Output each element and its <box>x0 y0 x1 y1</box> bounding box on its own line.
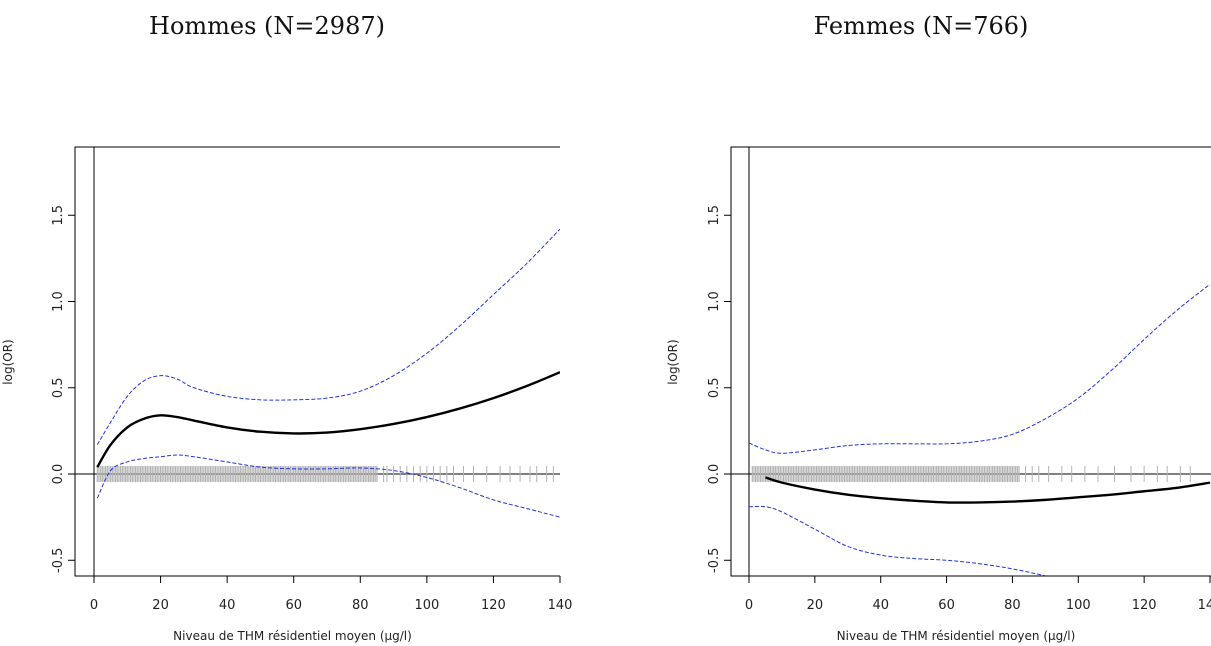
y-axis-label: log(OR) <box>1 339 15 384</box>
x-tick-label: 20 <box>152 598 169 613</box>
x-tick-label: 100 <box>414 598 439 613</box>
chart-panel-1: 0 20 40 60 80 100 120 140 -0.5 0.0 0.5 1.0 1.5 Niveau… <box>666 146 1211 643</box>
series-upper-line <box>96 228 560 445</box>
y-tick-label: 1.5 <box>51 205 66 226</box>
x-tick-label: 20 <box>807 598 824 613</box>
series-lower-line <box>96 454 560 518</box>
y-tick-label: 1.5 <box>707 205 722 226</box>
x-tick-label: 140 <box>1198 598 1211 613</box>
x-tick-label: 0 <box>90 598 98 613</box>
chart-title-femmes: Femmes (N=766) <box>813 12 1029 40</box>
chart-title-hommes: Hommes (N=2987) <box>149 12 385 40</box>
y-tick-label: 0.5 <box>707 377 722 398</box>
y-tick-label: 0.0 <box>707 464 722 485</box>
rug-marks <box>751 466 1191 482</box>
x-tick-label: 80 <box>1004 598 1021 613</box>
plot-frame <box>74 146 560 577</box>
chart-panel-0: 0 20 40 60 80 100 120 140 -0.5 0.0 0.5 1.0 1.5 Niveau… <box>1 146 573 643</box>
y-tick-label: 0.5 <box>51 377 66 398</box>
x-tick-label: 120 <box>481 598 506 613</box>
x-tick-label: 60 <box>285 598 302 613</box>
series-group <box>96 228 560 518</box>
x-tick-label: 0 <box>745 598 753 613</box>
plot-frame <box>730 146 1211 577</box>
x-tick-label: 60 <box>938 598 955 613</box>
y-axis-label: log(OR) <box>666 339 680 384</box>
y-tick-label: 1.0 <box>707 291 722 312</box>
series-lower-line <box>748 505 1046 576</box>
y-tick-label: 0.0 <box>51 464 66 485</box>
x-tick-label: 100 <box>1066 598 1091 613</box>
x-tick-label: 40 <box>872 598 889 613</box>
series-estimate-line <box>765 476 1211 504</box>
y-tick-label: 1.0 <box>51 291 66 312</box>
x-axis-label: Niveau de THM résidentiel moyen (µg/l) <box>837 629 1076 643</box>
series-upper-line <box>748 283 1211 454</box>
x-tick-label: 40 <box>219 598 236 613</box>
series-estimate-line <box>96 371 560 468</box>
x-tick-label: 120 <box>1132 598 1157 613</box>
x-axis-label: Niveau de THM résidentiel moyen (µg/l) <box>173 629 412 643</box>
series-group <box>748 283 1211 576</box>
x-tick-label: 140 <box>548 598 573 613</box>
y-tick-label: -0.5 <box>707 548 722 573</box>
x-tick-label: 80 <box>352 598 369 613</box>
y-tick-label: -0.5 <box>51 548 66 573</box>
